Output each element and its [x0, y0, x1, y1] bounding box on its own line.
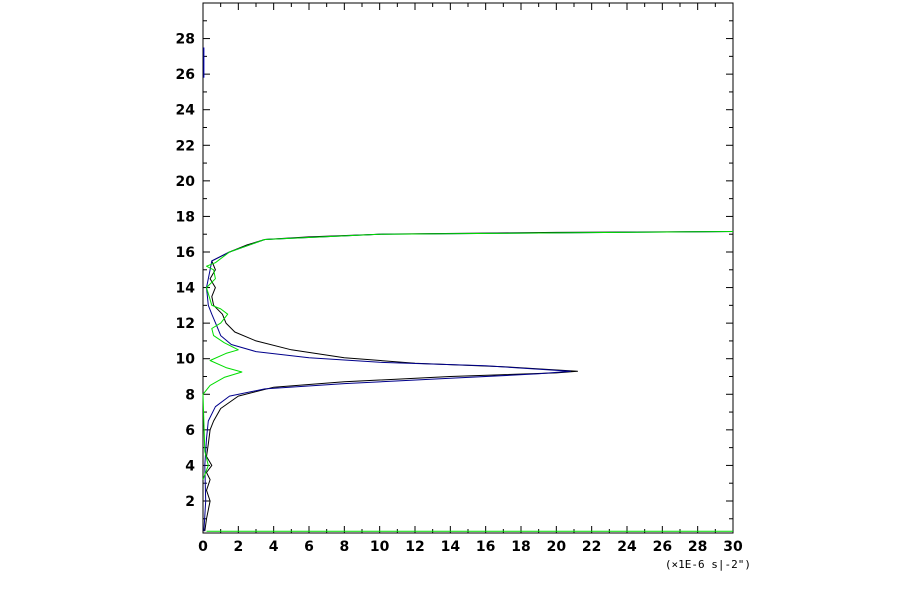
y-tick-label: 20	[176, 174, 196, 190]
y-tick-label: 22	[176, 138, 195, 154]
y-tick-label: 8	[185, 387, 195, 403]
x-tick-label: 28	[688, 539, 707, 555]
x-tick-label: 0	[198, 539, 208, 555]
x-tick-label: 26	[653, 539, 672, 555]
y-tick-label: 10	[176, 352, 196, 368]
x-tick-label: 14	[441, 539, 461, 555]
y-tick-label: 24	[176, 103, 196, 119]
x-tick-label: 10	[370, 539, 390, 555]
series-line-1	[204, 231, 734, 532]
x-tick-label: 30	[723, 539, 743, 555]
y-tick-label: 16	[176, 245, 195, 261]
series-line-4	[202, 231, 734, 480]
x-tick-label: 22	[582, 539, 601, 555]
x-axis-unit-label: (×1E-6 s|-2")	[665, 558, 751, 571]
plot-frame	[202, 2, 734, 534]
x-tick-label: 6	[304, 539, 314, 555]
x-tick-label: 8	[339, 539, 349, 555]
series-lines	[202, 47, 734, 532]
y-tick-label: 18	[176, 209, 195, 225]
y-tick-label: 6	[185, 423, 195, 439]
x-tick-label: 2	[233, 539, 243, 555]
y-tick-label: 12	[176, 316, 195, 332]
x-tick-label: 24	[617, 539, 637, 555]
y-tick-label: 28	[176, 32, 195, 48]
y-tick-label: 4	[185, 458, 195, 474]
x-tick-label: 16	[476, 539, 495, 555]
x-tick-label: 12	[405, 539, 424, 555]
x-tick-labels: 0 2 4 6 8 10 12 14 16 18 20 22 24 26 28 30	[198, 539, 743, 555]
y-tick-label: 26	[176, 67, 195, 83]
x-tick-label: 4	[269, 539, 279, 555]
y-tick-label: 2	[185, 494, 195, 510]
x-tick-label: 20	[547, 539, 567, 555]
tick-marks	[202, 3, 734, 533]
series-line-2	[203, 231, 734, 532]
x-tick-label: 18	[511, 539, 530, 555]
y-tick-label: 14	[176, 281, 196, 297]
